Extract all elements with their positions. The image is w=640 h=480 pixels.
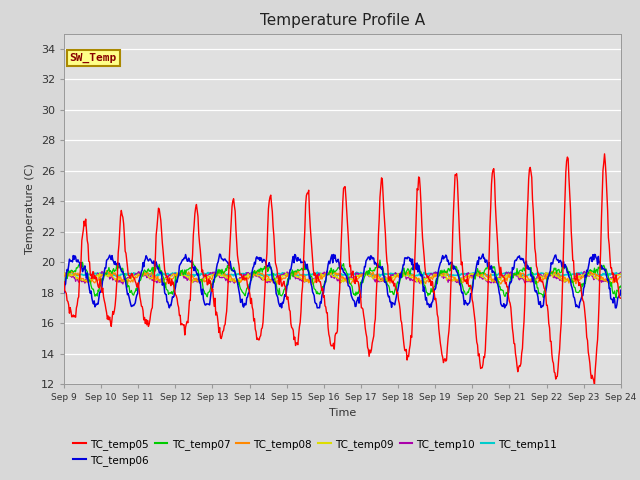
TC_temp10 xyxy=(214,270,222,276)
Line: TC_temp08: TC_temp08 xyxy=(64,271,621,286)
TC_temp11 xyxy=(617,271,625,277)
TC_temp05 xyxy=(426,277,434,283)
TC_temp11 xyxy=(214,272,221,278)
TC_temp06 xyxy=(127,303,135,309)
TC_temp05 xyxy=(410,278,418,284)
TC_temp08 xyxy=(456,283,463,288)
Text: SW_Temp: SW_Temp xyxy=(70,53,117,63)
TC_temp11 xyxy=(260,274,268,280)
TC_temp11 xyxy=(432,269,440,275)
TC_temp11 xyxy=(411,274,419,279)
TC_temp09 xyxy=(417,281,425,287)
TC_temp05 xyxy=(617,295,625,301)
TC_temp07 xyxy=(214,270,221,276)
Y-axis label: Temperature (C): Temperature (C) xyxy=(25,163,35,254)
TC_temp06 xyxy=(166,305,173,311)
TC_temp05 xyxy=(214,313,221,319)
TC_temp07 xyxy=(60,286,68,292)
TC_temp09 xyxy=(617,271,625,276)
TC_temp05 xyxy=(601,151,609,157)
TC_temp10 xyxy=(119,281,127,287)
Line: TC_temp06: TC_temp06 xyxy=(64,254,621,308)
TC_temp08 xyxy=(127,278,135,284)
TC_temp10 xyxy=(428,271,436,276)
TC_temp05 xyxy=(60,279,68,285)
TC_temp11 xyxy=(70,271,78,277)
TC_temp07 xyxy=(70,269,78,275)
TC_temp08 xyxy=(410,274,418,279)
TC_temp07 xyxy=(428,286,435,291)
TC_temp09 xyxy=(127,276,135,282)
TC_temp11 xyxy=(428,270,435,276)
TC_temp08 xyxy=(60,272,68,278)
X-axis label: Time: Time xyxy=(329,408,356,418)
TC_temp08 xyxy=(184,272,192,278)
TC_temp09 xyxy=(175,270,183,276)
TC_temp05 xyxy=(591,381,598,387)
Legend: TC_temp05, TC_temp06, TC_temp07, TC_temp08, TC_temp09, TC_temp10, TC_temp11: TC_temp05, TC_temp06, TC_temp07, TC_temp… xyxy=(69,435,561,470)
TC_temp06 xyxy=(617,288,625,293)
TC_temp09 xyxy=(60,270,68,276)
TC_temp07 xyxy=(617,283,625,289)
TC_temp10 xyxy=(185,275,193,280)
TC_temp10 xyxy=(412,279,419,285)
TC_temp09 xyxy=(70,272,78,278)
TC_temp10 xyxy=(323,268,331,274)
TC_temp08 xyxy=(476,268,484,274)
TC_temp06 xyxy=(60,290,68,296)
TC_temp11 xyxy=(60,271,68,277)
Line: TC_temp07: TC_temp07 xyxy=(64,260,621,298)
TC_temp06 xyxy=(214,259,222,265)
TC_temp05 xyxy=(127,271,135,277)
Line: TC_temp10: TC_temp10 xyxy=(64,271,621,284)
Line: TC_temp09: TC_temp09 xyxy=(64,273,621,284)
Title: Temperature Profile A: Temperature Profile A xyxy=(260,13,425,28)
TC_temp10 xyxy=(60,270,68,276)
TC_temp06 xyxy=(428,304,435,310)
TC_temp11 xyxy=(127,270,135,276)
TC_temp05 xyxy=(184,320,192,325)
TC_temp08 xyxy=(214,272,221,278)
TC_temp09 xyxy=(411,277,419,283)
TC_temp09 xyxy=(185,274,193,279)
TC_temp05 xyxy=(70,314,78,320)
TC_temp06 xyxy=(185,255,193,261)
TC_temp10 xyxy=(617,269,625,275)
TC_temp07 xyxy=(376,257,384,263)
Line: TC_temp05: TC_temp05 xyxy=(64,154,621,384)
TC_temp07 xyxy=(127,288,135,293)
TC_temp08 xyxy=(426,275,434,280)
TC_temp07 xyxy=(411,264,419,270)
TC_temp10 xyxy=(70,275,78,281)
TC_temp07 xyxy=(184,267,192,273)
TC_temp06 xyxy=(70,256,78,262)
TC_temp07 xyxy=(612,295,620,301)
TC_temp06 xyxy=(479,251,487,257)
TC_temp06 xyxy=(411,264,419,270)
TC_temp10 xyxy=(128,272,136,277)
Line: TC_temp11: TC_temp11 xyxy=(64,272,621,277)
TC_temp09 xyxy=(214,273,222,278)
TC_temp09 xyxy=(428,274,436,279)
TC_temp08 xyxy=(617,274,625,280)
TC_temp11 xyxy=(184,272,192,278)
TC_temp08 xyxy=(70,273,78,278)
